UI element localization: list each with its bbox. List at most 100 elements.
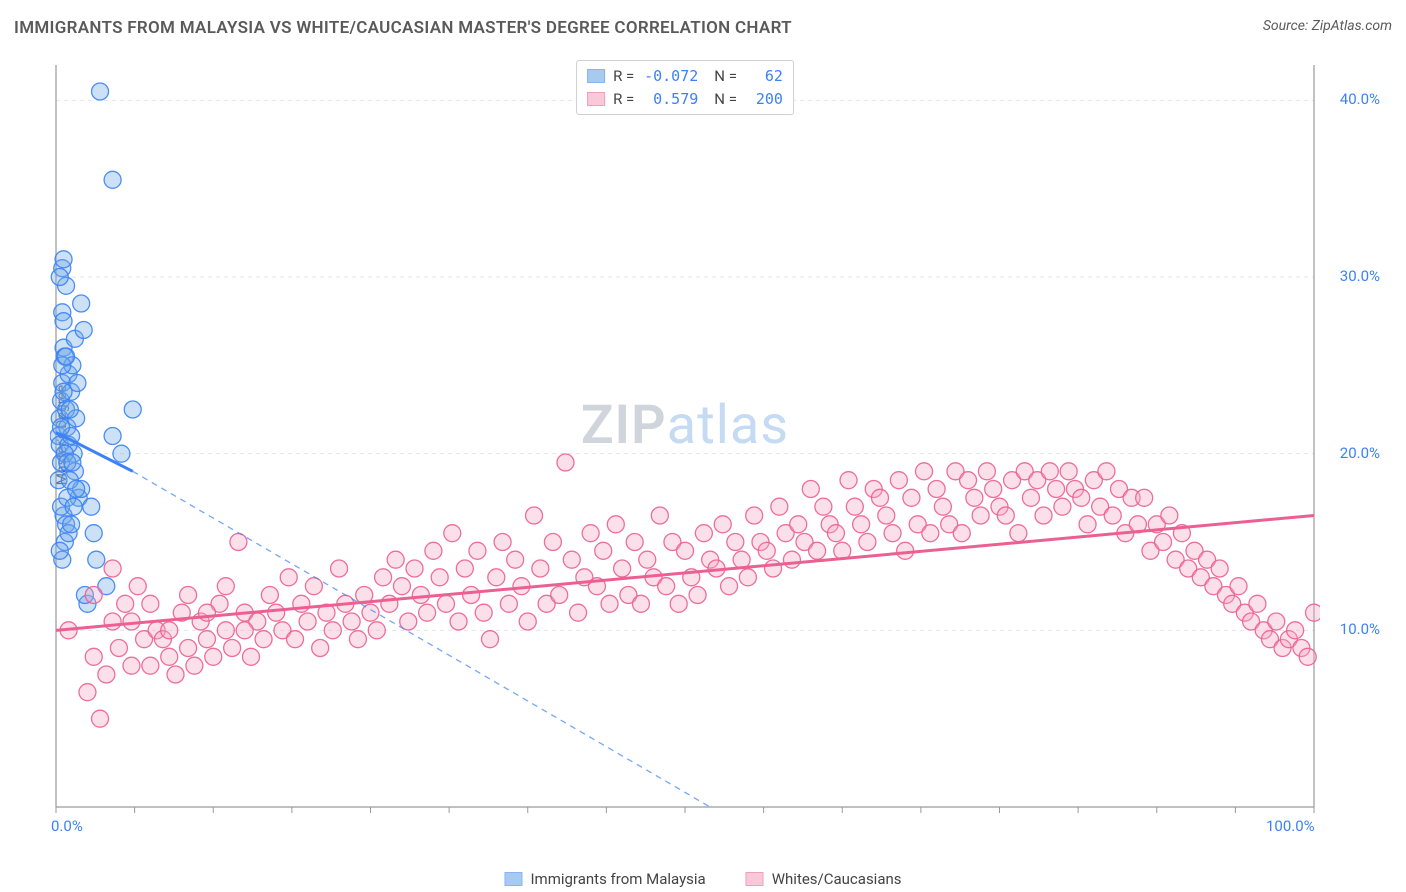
scatter-point xyxy=(916,463,933,480)
scatter-point xyxy=(972,507,989,524)
scatter-point xyxy=(614,560,631,577)
legend-n-label: N = xyxy=(714,88,737,111)
scatter-point xyxy=(242,648,259,665)
scatter-point xyxy=(1079,516,1096,533)
scatter-point xyxy=(299,613,316,630)
scatter-point xyxy=(63,516,80,533)
scatter-point xyxy=(324,622,341,639)
chart-area: Master's Degree ZIPatlas R =-0.072N =62R… xyxy=(50,55,1320,815)
scatter-point xyxy=(117,595,134,612)
scatter-point xyxy=(1230,578,1247,595)
scatter-point xyxy=(198,631,215,648)
scatter-point xyxy=(727,534,744,551)
scatter-point xyxy=(1136,489,1153,506)
scatter-point xyxy=(64,454,81,471)
scatter-point xyxy=(58,348,75,365)
scatter-point xyxy=(261,587,278,604)
x-tick-label: 100.0% xyxy=(1266,817,1315,835)
scatter-point xyxy=(129,578,146,595)
scatter-point xyxy=(1022,489,1039,506)
chart-source: Source: ZipAtlas.com xyxy=(1263,18,1392,34)
scatter-point xyxy=(79,684,96,701)
scatter-point xyxy=(51,269,68,286)
scatter-point xyxy=(626,534,643,551)
scatter-point xyxy=(463,587,480,604)
source-name: ZipAtlas.com xyxy=(1312,18,1392,34)
scatter-point xyxy=(526,507,543,524)
y-tick-label: 20.0% xyxy=(1340,444,1380,462)
scatter-point xyxy=(142,657,159,674)
scatter-point xyxy=(268,604,285,621)
scatter-point xyxy=(73,295,90,312)
scatter-point xyxy=(840,472,857,489)
scatter-point xyxy=(123,657,140,674)
scatter-point xyxy=(88,551,105,568)
scatter-point xyxy=(1268,613,1285,630)
scatter-point xyxy=(978,463,995,480)
scatter-point xyxy=(104,428,121,445)
scatter-point xyxy=(532,560,549,577)
scatter-point xyxy=(387,551,404,568)
scatter-point xyxy=(482,631,499,648)
scatter-point xyxy=(393,578,410,595)
scatter-point xyxy=(236,622,253,639)
scatter-point xyxy=(928,481,945,498)
legend-r-label: R = xyxy=(613,65,634,88)
scatter-point xyxy=(739,569,756,586)
scatter-point xyxy=(714,516,731,533)
scatter-point xyxy=(55,383,72,400)
scatter-point xyxy=(1048,481,1065,498)
scatter-point xyxy=(375,569,392,586)
scatter-point xyxy=(68,481,85,498)
scatter-point xyxy=(966,489,983,506)
scatter-point xyxy=(1060,463,1077,480)
scatter-point xyxy=(161,622,178,639)
scatter-point xyxy=(161,648,178,665)
scatter-point xyxy=(98,666,115,683)
scatter-point xyxy=(124,401,141,418)
scatter-point xyxy=(771,498,788,515)
scatter-point xyxy=(431,569,448,586)
scatter-point xyxy=(1299,648,1316,665)
scatter-point xyxy=(544,534,561,551)
scatter-point xyxy=(450,613,467,630)
scatter-point xyxy=(85,587,102,604)
scatter-point xyxy=(419,604,436,621)
y-tick-label: 30.0% xyxy=(1340,267,1380,285)
scatter-point xyxy=(953,525,970,542)
scatter-point xyxy=(475,604,492,621)
scatter-point xyxy=(331,560,348,577)
scatter-point xyxy=(104,613,121,630)
scatter-point xyxy=(765,560,782,577)
legend-r-value: 0.579 xyxy=(642,88,698,111)
scatter-point xyxy=(61,401,78,418)
legend-stat-row: R =0.579N =200 xyxy=(587,88,783,111)
scatter-point xyxy=(695,525,712,542)
scatter-point xyxy=(255,631,272,648)
scatter-point xyxy=(1054,498,1071,515)
scatter-point xyxy=(934,498,951,515)
scatter-point xyxy=(312,640,329,657)
scatter-point xyxy=(406,560,423,577)
scatter-point xyxy=(1211,560,1228,577)
scatter-point xyxy=(859,534,876,551)
scatter-point xyxy=(563,551,580,568)
scatter-point xyxy=(55,251,72,268)
scatter-point xyxy=(601,595,618,612)
scatter-point xyxy=(75,322,92,339)
scatter-point xyxy=(790,516,807,533)
scatter-point xyxy=(658,578,675,595)
chart-header: IMMIGRANTS FROM MALAYSIA VS WHITE/CAUCAS… xyxy=(14,18,1392,38)
scatter-point xyxy=(733,551,750,568)
legend-series-item: Immigrants from Malaysia xyxy=(504,870,705,888)
scatter-point xyxy=(104,171,121,188)
scatter-point xyxy=(1041,463,1058,480)
legend-stats-box: R =-0.072N =62R =0.579N =200 xyxy=(576,60,794,115)
scatter-point xyxy=(878,507,895,524)
scatter-point xyxy=(110,640,127,657)
scatter-point xyxy=(456,560,473,577)
scatter-point xyxy=(890,472,907,489)
series-points xyxy=(50,83,141,612)
scatter-point xyxy=(500,595,517,612)
scatter-point xyxy=(922,525,939,542)
